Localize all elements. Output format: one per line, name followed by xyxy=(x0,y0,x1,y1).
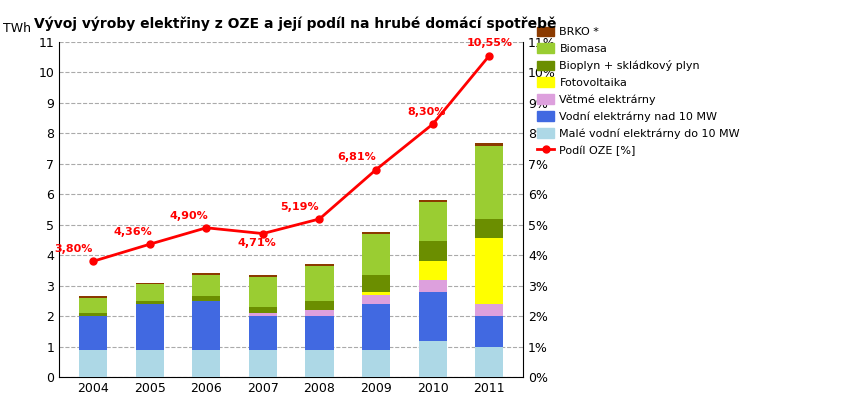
Bar xyxy=(419,202,446,241)
Bar xyxy=(136,301,164,304)
Bar xyxy=(362,275,390,292)
Bar xyxy=(475,304,504,316)
Bar xyxy=(362,233,390,234)
Bar xyxy=(192,296,220,301)
Text: 3,80%: 3,80% xyxy=(54,244,93,254)
Bar xyxy=(249,313,277,316)
Bar xyxy=(249,277,277,307)
Text: TWh: TWh xyxy=(3,22,31,35)
Text: 4,90%: 4,90% xyxy=(170,211,208,221)
Legend: BRKO *, Biomasa, Bioplyn + skládkový plyn, Fotovoltaika, Větmé elektrárny, Vodní: BRKO *, Biomasa, Bioplyn + skládkový ply… xyxy=(538,26,740,156)
Bar xyxy=(419,341,446,377)
Bar xyxy=(419,279,446,292)
Text: 6,81%: 6,81% xyxy=(337,153,376,163)
Bar xyxy=(306,316,333,350)
Bar xyxy=(192,301,220,350)
Bar xyxy=(475,238,504,304)
Bar xyxy=(362,304,390,350)
Bar xyxy=(192,274,220,275)
Bar xyxy=(192,350,220,377)
Bar xyxy=(78,350,107,377)
Text: 10,55%: 10,55% xyxy=(467,39,512,49)
Bar xyxy=(362,295,390,304)
Bar xyxy=(362,234,390,275)
Bar xyxy=(475,143,504,146)
Bar xyxy=(249,275,277,277)
Bar xyxy=(249,307,277,313)
Bar xyxy=(419,241,446,261)
Text: 4,36%: 4,36% xyxy=(113,227,152,237)
Bar xyxy=(192,275,220,296)
Bar xyxy=(306,350,333,377)
Bar xyxy=(419,200,446,202)
Bar xyxy=(475,347,504,377)
Bar xyxy=(136,284,164,301)
Text: 4,71%: 4,71% xyxy=(238,238,277,248)
Bar xyxy=(306,310,333,316)
Bar xyxy=(136,304,164,350)
Bar xyxy=(419,292,446,341)
Bar xyxy=(475,146,504,219)
Bar xyxy=(306,266,333,301)
Text: 5,19%: 5,19% xyxy=(280,202,319,212)
Bar xyxy=(475,316,504,347)
Text: 8,30%: 8,30% xyxy=(408,107,446,117)
Bar xyxy=(419,261,446,279)
Bar xyxy=(136,350,164,377)
Bar xyxy=(78,316,107,350)
Text: Vývoj výroby elektřiny z OZE a její podíl na hrubé domácí spotřebě: Vývoj výroby elektřiny z OZE a její podí… xyxy=(34,17,557,31)
Bar xyxy=(475,219,504,238)
Bar xyxy=(249,316,277,350)
Bar xyxy=(362,350,390,377)
Bar xyxy=(78,313,107,316)
Bar xyxy=(78,298,107,313)
Bar xyxy=(306,301,333,310)
Bar xyxy=(249,350,277,377)
Bar xyxy=(306,264,333,266)
Bar xyxy=(78,296,107,298)
Bar xyxy=(362,292,390,295)
Bar xyxy=(136,283,164,284)
